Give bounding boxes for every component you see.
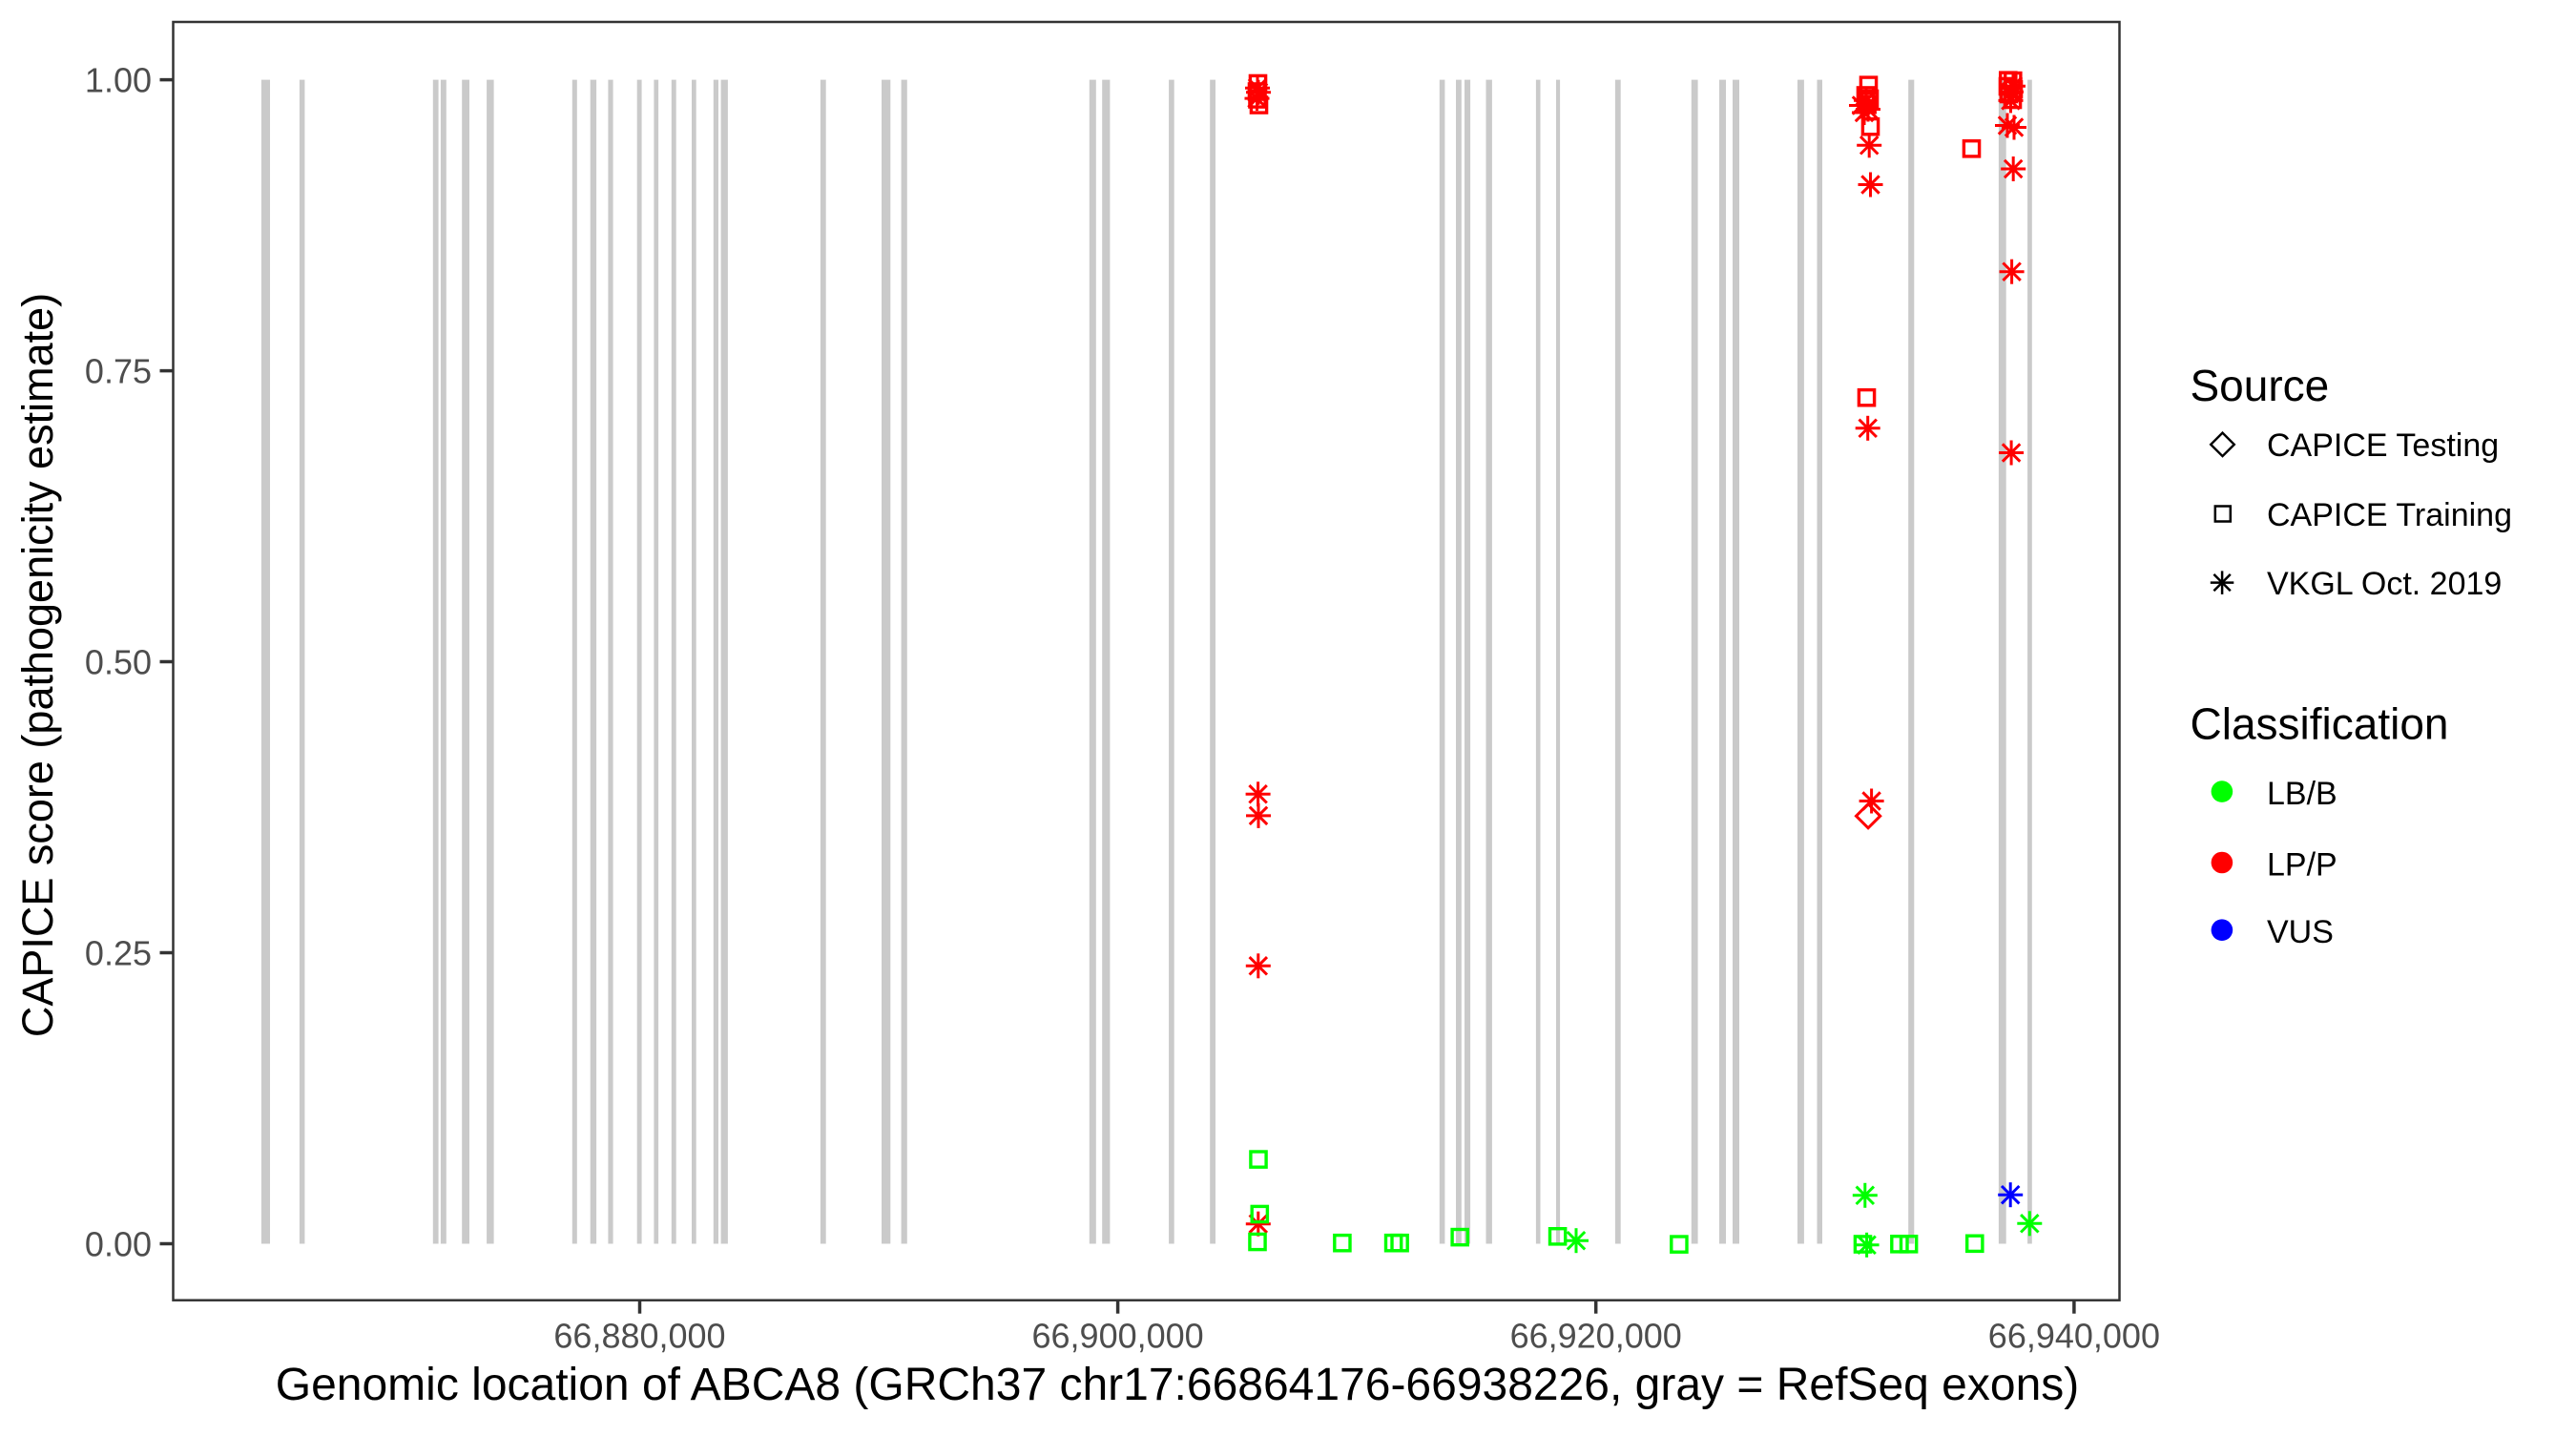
svg-text:1.00: 1.00 [85,61,152,100]
svg-text:LP/P: LP/P [2267,846,2337,883]
svg-text:CAPICE score (pathogenicity es: CAPICE score (pathogenicity estimate) [13,293,62,1037]
svg-text:0.75: 0.75 [85,352,152,391]
svg-text:VKGL Oct. 2019: VKGL Oct. 2019 [2267,566,2502,602]
svg-text:66,900,000: 66,900,000 [1032,1317,1204,1356]
svg-text:0.00: 0.00 [85,1224,152,1263]
svg-text:0.50: 0.50 [85,642,152,681]
svg-text:LB/B: LB/B [2267,776,2337,812]
svg-text:Source: Source [2191,361,2330,410]
svg-text:VUS: VUS [2267,914,2334,950]
svg-text:Classification: Classification [2191,698,2449,748]
svg-text:CAPICE Training: CAPICE Training [2267,497,2512,533]
svg-text:CAPICE Testing: CAPICE Testing [2267,427,2499,464]
svg-text:Genomic location of ABCA8 (GRC: Genomic location of ABCA8 (GRCh37 chr17:… [276,1360,2080,1410]
svg-text:0.25: 0.25 [85,933,152,972]
svg-text:66,940,000: 66,940,000 [1988,1317,2160,1356]
svg-text:66,880,000: 66,880,000 [553,1317,725,1356]
svg-text:66,920,000: 66,920,000 [1510,1317,1682,1356]
